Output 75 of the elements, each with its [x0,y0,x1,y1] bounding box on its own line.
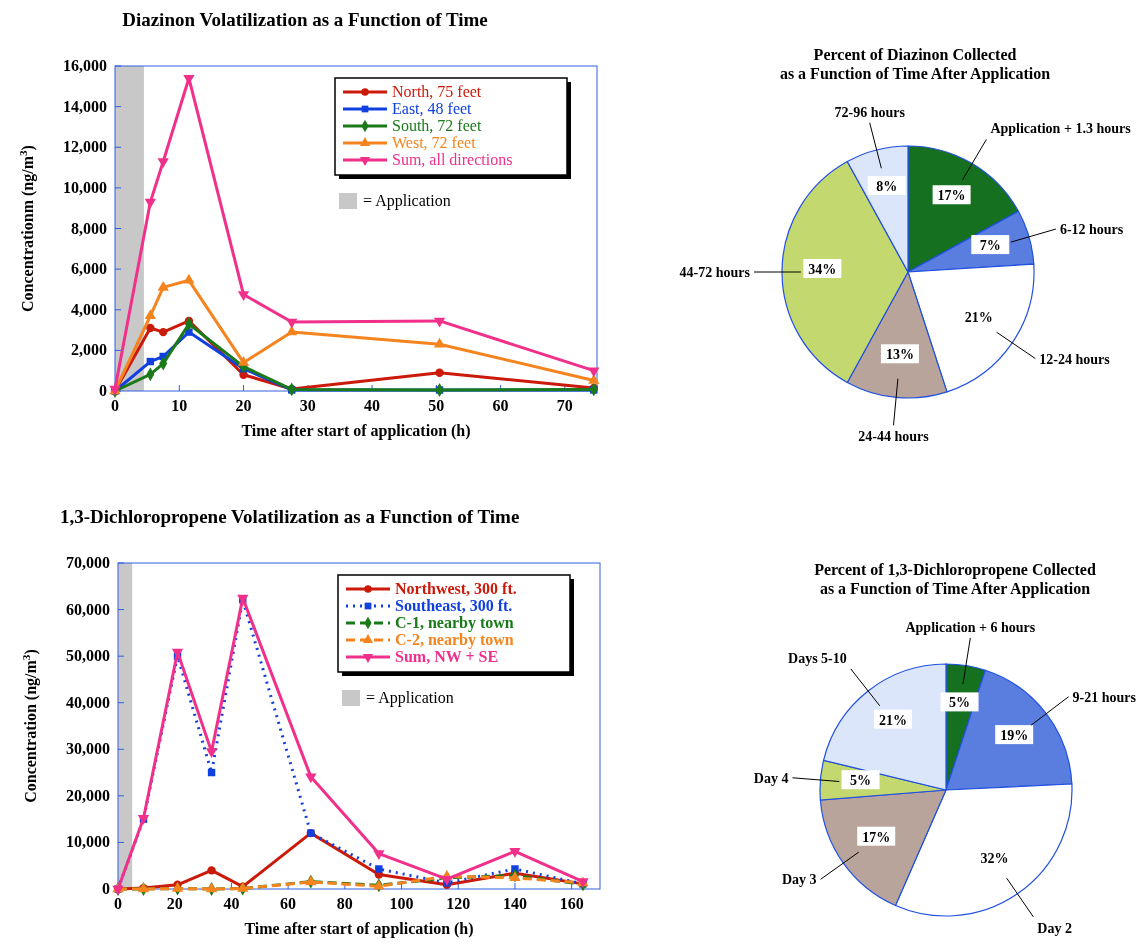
slice-label: 72-96 hours [834,104,906,120]
legend-label: West, 72 feet [392,134,477,151]
data-label: 5% [949,695,971,711]
x-tick-label: 120 [446,895,471,912]
data-label: 7% [979,238,1001,254]
y-tick-label: 60,000 [66,600,110,618]
x-tick-label: 50 [428,397,445,414]
y-tick-label: 10,000 [63,178,107,196]
x-tick-label: 100 [389,895,414,912]
y-tick-label: 8,000 [71,219,107,237]
y-tick-label: 2,000 [71,341,107,359]
slice-label: Days 5-10 [788,650,847,666]
legend-label: Sum, NW + SE [395,648,499,665]
y-tick-label: 4,000 [71,300,107,318]
slice-label: 6-12 hours [1059,222,1124,238]
x-tick-label: 60 [492,397,509,414]
data-label: 13% [885,347,914,363]
x-tick-label: 40 [364,397,381,414]
y-tick-label: 40,000 [66,693,110,711]
legend-label: C-2, nearby town [395,631,514,649]
x-tick-label: 80 [336,895,353,912]
legend-label: Northwest, 300 ft. [395,580,517,597]
chart-title: Diazinon Volatilization as a Function of Time [122,9,488,30]
slice-label: 44-72 hours [679,265,751,280]
chart-title: Percent of Diazinon Collected as a Function of Time After Application [779,46,1051,83]
data-label: 19% [1000,728,1029,744]
y-tick-label: 12,000 [63,138,107,156]
legend-label: Sum, all directions [392,151,513,168]
data-label: 32% [980,850,1009,866]
slice-label: Day 4 [753,770,789,786]
x-tick-label: 160 [559,895,584,912]
x-tick-label: 60 [280,895,297,912]
data-label: 21% [964,310,993,326]
data-label: 21% [879,712,908,728]
annotation: = Application [363,192,451,210]
slice-label: 24-44 hours [858,429,930,445]
x-tick-label: 40 [223,895,240,912]
legend-label: Southeast, 300 ft. [395,597,513,614]
y-tick-label: 0 [102,880,110,897]
data-label: 34% [808,262,837,277]
x-axis-title: Time after start of application (h) [244,920,474,938]
slice-label: Application + 1.3 hours [990,121,1132,137]
slice-label: 12-24 hours [1039,351,1111,367]
x-tick-label: 140 [502,895,527,912]
chart-title: Percent of 1,3-Dichloropropene Collected as a Function of Time After Application [814,561,1096,598]
x-axis-title: Time after start of application (h) [241,422,471,440]
y-tick-label: 50,000 [66,647,110,665]
data-label: 17% [937,188,966,204]
y-tick-label: 30,000 [66,740,110,758]
data-label: 17% [862,829,891,845]
x-tick-label: 30 [299,397,316,414]
legend-label: East, 48 feet [392,100,473,117]
data-label: 8% [876,179,898,195]
x-tick-label: 20 [235,397,252,414]
x-tick-label: 70 [556,397,573,414]
data-label: 5% [850,773,872,789]
annotation: = Application [366,689,454,707]
y-tick-label: 10,000 [66,833,110,851]
x-tick-label: 20 [166,895,183,912]
legend-label: North, 75 feet [392,83,482,100]
y-tick-label: 70,000 [66,554,110,571]
y-tick-label: 14,000 [63,97,107,115]
slice-label: Day 2 [1037,920,1072,936]
slice-label: Day 3 [781,872,817,888]
slice-label: Application + 6 hours [905,619,1036,635]
y-tick-label: 20,000 [66,786,110,804]
legend-label: South, 72 feet [392,117,482,134]
y-tick-label: 16,000 [63,57,107,74]
x-tick-label: 10 [171,397,188,414]
x-tick-label: 0 [114,895,122,912]
chart-title: 1,3-Dichloropropene Volatilization as a Function of Time [60,506,520,527]
slice-label: 9-21 hours [1072,689,1137,705]
y-tick-label: 0 [99,382,107,399]
legend-label: C-1, nearby town [395,614,514,632]
y-tick-label: 6,000 [71,260,107,278]
